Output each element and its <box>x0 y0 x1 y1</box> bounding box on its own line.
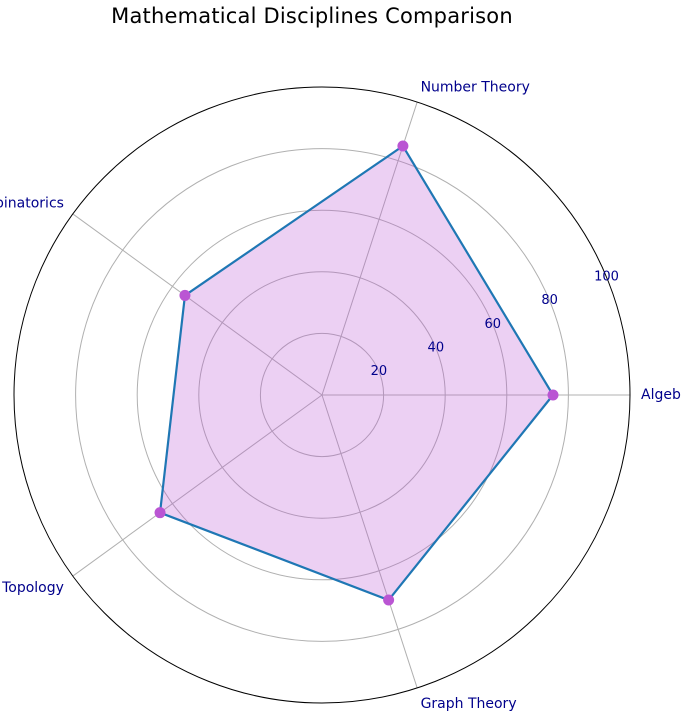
polar-frame <box>13 86 631 704</box>
category-label-combinatorics: Combinatorics <box>0 195 64 211</box>
spoke-topology <box>72 394 323 577</box>
chart-title: Mathematical Disciplines Comparison <box>111 4 513 28</box>
data-point-graph-theory <box>383 594 395 606</box>
label-layer: 20 40 60 80 100 Algebra Number Theory Combinato… <box>0 80 682 712</box>
data-point-topology <box>154 507 166 519</box>
data-point-combinatorics <box>179 289 191 301</box>
data-point-number-theory <box>397 140 409 152</box>
radial-tick-label: 60 <box>484 317 501 332</box>
radial-tick-label: 40 <box>428 340 445 355</box>
data-layer <box>154 140 559 606</box>
category-label-number-theory: Number Theory <box>421 80 530 96</box>
category-label-topology: Topology <box>1 580 64 596</box>
radial-tick-label: 100 <box>594 270 619 285</box>
category-label-graph-theory: Graph Theory <box>421 696 517 712</box>
spoke-combinatorics <box>72 213 323 396</box>
radial-tick-label: 20 <box>371 364 388 379</box>
series-area <box>160 146 553 601</box>
radial-tick-label: 80 <box>541 293 558 308</box>
category-label-algebra: Algebra <box>641 387 682 403</box>
series-line <box>158 144 555 602</box>
data-point-algebra <box>547 389 559 401</box>
spoke-graph-theory <box>321 394 418 689</box>
